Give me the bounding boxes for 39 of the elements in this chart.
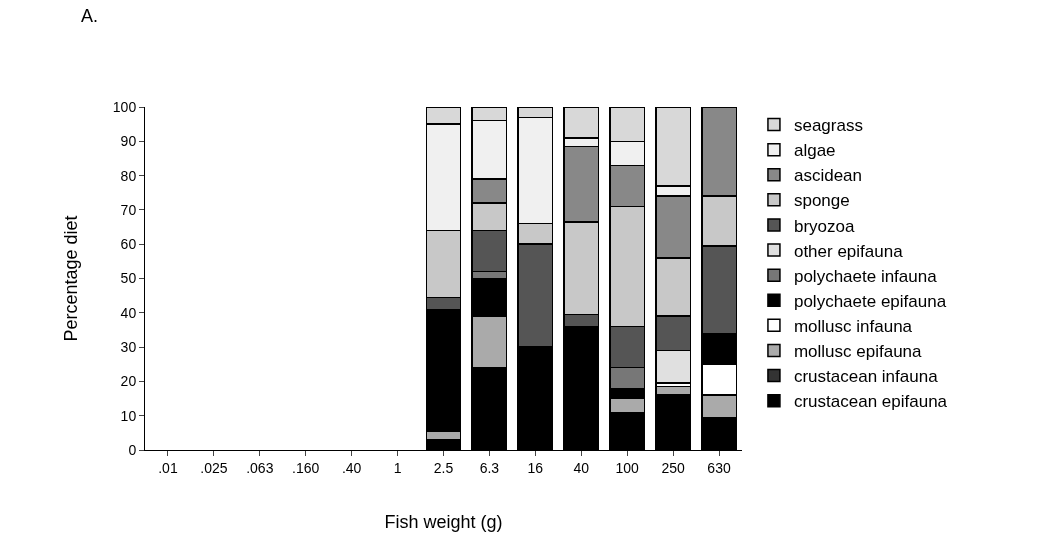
- legend-label: mollusc infauna: [793, 316, 913, 336]
- y-tick-label: 100: [112, 98, 137, 115]
- y-tick-label: 80: [120, 167, 137, 184]
- legend-label: mollusc epifauna: [793, 342, 923, 362]
- legend-label: seagrass: [793, 116, 863, 136]
- y-axis-title: Percentage diet: [61, 215, 82, 342]
- legend-label: sponge: [793, 191, 850, 211]
- x-tick-label: 2.5: [433, 459, 454, 476]
- legend-label: algae: [793, 141, 836, 161]
- y-tick-label: 70: [120, 201, 137, 218]
- x-tick-label: 1: [393, 459, 402, 476]
- x-tick-label: .40: [341, 459, 362, 476]
- x-tick-label: 40: [573, 459, 590, 476]
- x-tick-label: 16: [527, 459, 544, 476]
- x-tick-label: 100: [615, 459, 640, 476]
- legend-label: other epifauna: [793, 241, 904, 261]
- x-tick-label: .01: [158, 459, 178, 476]
- x-tick-label: .063: [246, 459, 274, 476]
- legend-label: ascidean: [793, 166, 862, 186]
- legend-label: crustacean epifauna: [793, 392, 948, 412]
- y-tick-label: 30: [120, 339, 137, 355]
- x-axis-title: Fish weight (g): [384, 511, 503, 532]
- text: A.: [81, 6, 99, 26]
- y-tick-label: 20: [120, 373, 137, 390]
- legend-label: polychaete infauna: [793, 266, 938, 286]
- y-tick-label: 10: [120, 407, 137, 424]
- y-tick-label: 0: [128, 441, 137, 458]
- y-tick-label: 60: [120, 236, 137, 253]
- x-tick-label: .025: [200, 459, 228, 476]
- y-tick-label: 40: [120, 304, 137, 321]
- legend-label: polychaete epifauna: [793, 291, 947, 311]
- legend-label: bryozoa: [793, 216, 855, 236]
- x-tick-label: 630: [707, 459, 731, 476]
- x-tick-label: 250: [661, 459, 686, 476]
- x-tick-label: 6.3: [479, 459, 500, 476]
- y-tick-label: 50: [120, 270, 137, 287]
- legend-label: crustacean infauna: [793, 367, 939, 387]
- x-tick-label: .160: [292, 459, 320, 476]
- y-tick-label: 90: [120, 133, 137, 150]
